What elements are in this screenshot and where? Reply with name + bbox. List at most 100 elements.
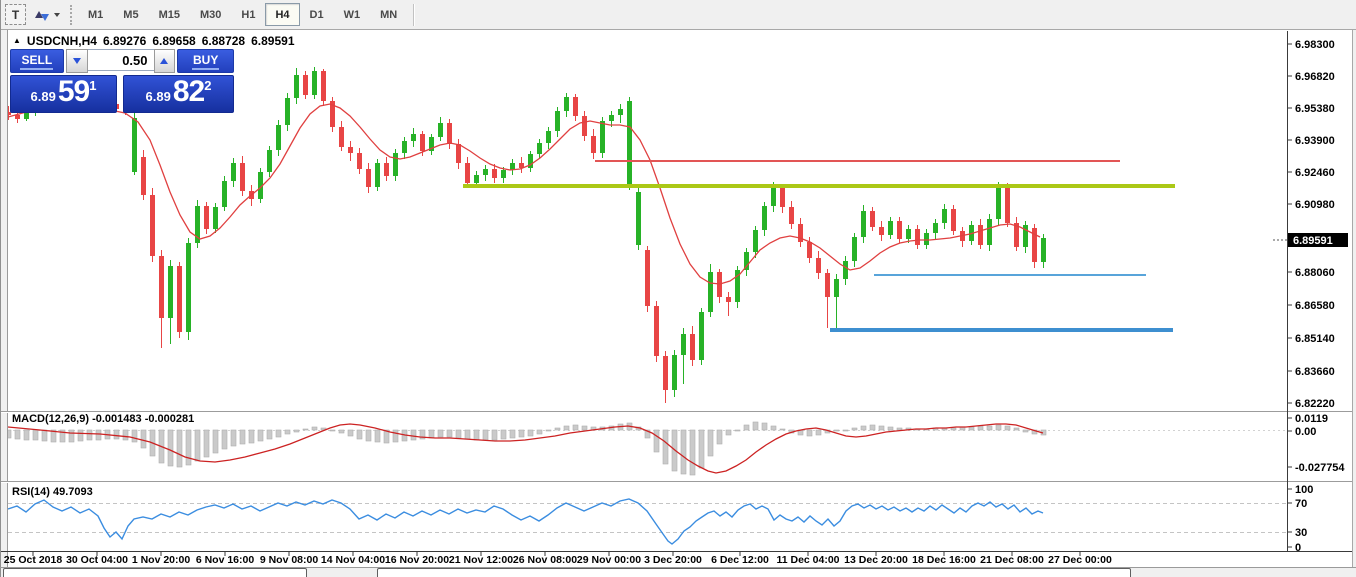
tf-button-m5[interactable]: M5 bbox=[123, 8, 139, 21]
ohlc-low: 6.88728 bbox=[201, 34, 246, 48]
docked-panel-top-right[interactable] bbox=[377, 568, 1131, 577]
chart-title: ▲ USDCNH,H4 6.89276 6.89658 6.88728 6.89… bbox=[13, 34, 295, 48]
lot-increase-button[interactable] bbox=[153, 49, 176, 73]
svg-text:6.83660: 6.83660 bbox=[1295, 366, 1335, 378]
svg-text:30: 30 bbox=[1295, 527, 1307, 539]
sell-price-big: 59 bbox=[57, 75, 90, 108]
svg-text:25 Oct 2018: 25 Oct 2018 bbox=[4, 554, 63, 566]
symbol-period-label: USDCNH,H4 bbox=[26, 34, 97, 48]
svg-text:6.96820: 6.96820 bbox=[1295, 71, 1335, 83]
svg-text:6.88060: 6.88060 bbox=[1295, 267, 1335, 279]
svg-text:6.93900: 6.93900 bbox=[1295, 135, 1335, 147]
rsi-name: RSI(14) bbox=[12, 486, 50, 498]
svg-text:9 Nov 08:00: 9 Nov 08:00 bbox=[260, 554, 319, 566]
svg-text:1 Nov 20:00: 1 Nov 20:00 bbox=[132, 554, 191, 566]
macd-value-main: -0.001483 bbox=[92, 413, 142, 425]
sell-price-box[interactable]: 6.89 59 1 bbox=[10, 75, 118, 113]
svg-text:6.89591: 6.89591 bbox=[1293, 235, 1333, 247]
one-click-trading-panel: SELL BUY 6.89 59 1 6.89 82 bbox=[10, 49, 235, 113]
buy-price-big: 82 bbox=[172, 75, 205, 108]
style-down-arrow-icon bbox=[41, 14, 49, 21]
ohlc-high: 6.89658 bbox=[152, 34, 196, 48]
time-axis[interactable]: 25 Oct 2018 30 Oct 04:00 1 Nov 20:00 6 Nov … bbox=[4, 551, 1112, 566]
buy-price-box[interactable]: 6.89 82 2 bbox=[123, 75, 234, 113]
svg-text:6.86580: 6.86580 bbox=[1295, 300, 1335, 312]
sell-button[interactable]: SELL bbox=[10, 49, 64, 73]
svg-text:11 Dec 04:00: 11 Dec 04:00 bbox=[776, 554, 839, 566]
macd-histogram bbox=[8, 421, 1047, 476]
toolbar: T M1 M5 M15 M30 H1 H4 D1 W1 MN bbox=[0, 0, 1356, 30]
buy-price-sup: 2 bbox=[204, 78, 212, 93]
svg-text:6.92460: 6.92460 bbox=[1295, 167, 1335, 179]
svg-text:21 Nov 12:00: 21 Nov 12:00 bbox=[449, 554, 513, 566]
panel-collapse-icon[interactable]: ▲ bbox=[13, 35, 21, 45]
rsi-indicator-label: RSI(14) 49.7093 bbox=[12, 486, 93, 498]
svg-text:0: 0 bbox=[1295, 542, 1301, 554]
buy-button[interactable]: BUY bbox=[177, 49, 235, 73]
tf-button-mn[interactable]: MN bbox=[380, 8, 398, 21]
tf-button-w1[interactable]: W1 bbox=[343, 8, 361, 21]
svg-text:6.82220: 6.82220 bbox=[1295, 398, 1335, 410]
chart-style-button[interactable] bbox=[35, 8, 60, 21]
svg-text:18 Dec 16:00: 18 Dec 16:00 bbox=[912, 554, 976, 566]
toolbar-separator bbox=[413, 3, 416, 26]
svg-text:0.00: 0.00 bbox=[1295, 426, 1316, 438]
svg-text:6.95380: 6.95380 bbox=[1295, 103, 1335, 115]
moving-average-line bbox=[8, 103, 1041, 285]
candles-layer bbox=[8, 67, 1046, 403]
current-price-tag: 6.89591 bbox=[1273, 233, 1348, 247]
sell-price-small: 6.89 bbox=[30, 89, 56, 104]
tf-button-h1[interactable]: H1 bbox=[241, 8, 256, 21]
svg-text:30 Oct 04:00: 30 Oct 04:00 bbox=[66, 554, 128, 566]
svg-text:16 Nov 20:00: 16 Nov 20:00 bbox=[385, 554, 449, 566]
lot-size-input[interactable] bbox=[87, 49, 154, 71]
toolbar-grip bbox=[70, 4, 72, 25]
price-axis[interactable]: 6.98300 6.96820 6.95380 6.93900 6.92460 6.909… bbox=[1287, 31, 1345, 554]
svg-text:100: 100 bbox=[1295, 484, 1313, 496]
tf-button-h4[interactable]: H4 bbox=[265, 3, 300, 26]
sell-price-sup: 1 bbox=[89, 78, 97, 93]
macd-indicator-label: MACD(12,26,9) -0.001483 -0.000281 bbox=[12, 413, 194, 425]
ohlc-open: 6.89276 bbox=[102, 34, 147, 48]
lot-decrease-button[interactable] bbox=[65, 49, 88, 73]
text-tool-button[interactable]: T bbox=[5, 4, 26, 25]
buy-button-label: BUY bbox=[192, 53, 220, 70]
svg-text:6.85140: 6.85140 bbox=[1295, 333, 1335, 345]
timeframe-toolbar: M1 M5 M15 M30 H1 H4 D1 W1 MN bbox=[78, 3, 407, 26]
chevron-down-icon bbox=[54, 12, 60, 17]
svg-text:0.0119: 0.0119 bbox=[1295, 413, 1328, 425]
ohlc-close: 6.89591 bbox=[251, 34, 295, 48]
window-border-left bbox=[0, 0, 1, 577]
tf-button-m15[interactable]: M15 bbox=[158, 8, 180, 21]
chart-border-left bbox=[7, 30, 8, 567]
svg-text:27 Dec 00:00: 27 Dec 00:00 bbox=[1048, 554, 1112, 566]
window-border-bottom bbox=[0, 567, 1356, 568]
macd-signal-line bbox=[8, 423, 1044, 474]
indicator-level-lines bbox=[8, 430, 1287, 533]
tf-button-d1[interactable]: D1 bbox=[309, 8, 324, 21]
tf-button-m1[interactable]: M1 bbox=[88, 8, 104, 21]
svg-text:6 Nov 16:00: 6 Nov 16:00 bbox=[196, 554, 255, 566]
svg-text:29 Nov 00:00: 29 Nov 00:00 bbox=[577, 554, 641, 566]
spinner-down-icon bbox=[72, 58, 81, 64]
docked-panel-top-left[interactable] bbox=[3, 568, 307, 577]
chart-border-right bbox=[1352, 30, 1353, 567]
svg-text:-0.027754: -0.027754 bbox=[1295, 462, 1345, 474]
macd-name: MACD(12,26,9) bbox=[12, 413, 90, 425]
rsi-value: 49.7093 bbox=[52, 486, 93, 498]
svg-text:6.90980: 6.90980 bbox=[1295, 199, 1335, 211]
tf-button-m30[interactable]: M30 bbox=[199, 8, 222, 21]
chart-canvas[interactable] bbox=[8, 30, 1352, 567]
svg-text:26 Nov 08:00: 26 Nov 08:00 bbox=[513, 554, 577, 566]
buy-price-small: 6.89 bbox=[145, 89, 171, 104]
svg-text:13 Dec 20:00: 13 Dec 20:00 bbox=[844, 554, 908, 566]
svg-text:6.98300: 6.98300 bbox=[1295, 39, 1335, 51]
svg-text:14 Nov 04:00: 14 Nov 04:00 bbox=[321, 554, 385, 566]
svg-text:70: 70 bbox=[1295, 498, 1307, 510]
svg-text:3 Dec 20:00: 3 Dec 20:00 bbox=[644, 554, 702, 566]
spinner-up-icon bbox=[160, 58, 169, 64]
style-up-arrow-icon bbox=[35, 11, 43, 18]
macd-value-signal: -0.000281 bbox=[144, 413, 195, 425]
